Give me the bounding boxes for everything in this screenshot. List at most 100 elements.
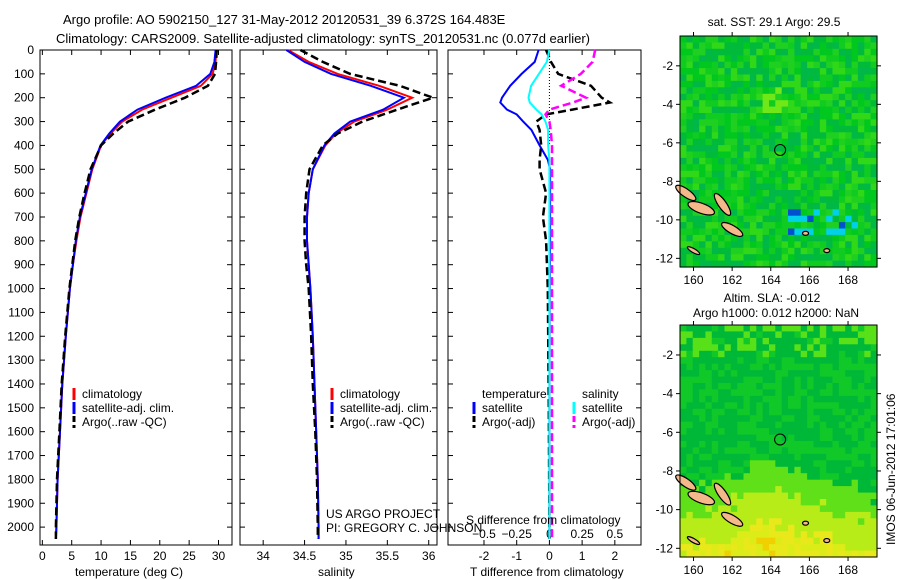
map-cell: [851, 164, 859, 172]
map-cell: [686, 87, 694, 95]
map-cell: [819, 524, 827, 532]
map-cell: [838, 544, 846, 552]
map-cell: [800, 383, 808, 390]
map-cell: [807, 357, 815, 365]
map-cell: [749, 402, 757, 410]
map-cell: [781, 36, 789, 43]
map-cell: [743, 183, 751, 191]
map-cell: [788, 260, 795, 268]
map-cell: [692, 331, 700, 339]
map-cell: [838, 505, 846, 513]
map-cell: [819, 234, 827, 242]
map-cell: [692, 511, 700, 519]
map-cell: [680, 447, 687, 455]
map-cell: [857, 260, 865, 268]
map-cell: [832, 234, 840, 242]
map-cell: [769, 473, 776, 481]
map-cell: [857, 228, 865, 236]
map-cell: [724, 138, 732, 146]
map-cell: [845, 113, 853, 120]
map-cell: [864, 183, 872, 191]
map-cell: [807, 331, 815, 339]
map-cell: [756, 119, 764, 127]
map-cell: [826, 531, 834, 539]
map-cell: [699, 441, 707, 448]
map-cell: [819, 460, 827, 468]
map-cell: [762, 132, 770, 140]
map-cell: [781, 370, 789, 378]
map-cell: [794, 113, 802, 120]
depth-tick-label: 0: [27, 43, 34, 57]
map-cell: [756, 106, 764, 114]
map-cell: [781, 325, 789, 332]
map-frame: [679, 35, 878, 268]
map-cell: [705, 486, 713, 494]
map-cell: [788, 209, 795, 217]
map-cell: [851, 145, 859, 153]
map-cell: [769, 492, 776, 500]
map-cell: [724, 215, 732, 223]
map-cell: [800, 376, 808, 384]
map-cell: [686, 499, 694, 506]
map-cell: [851, 441, 859, 448]
project-credit: US ARGO PROJECT: [326, 507, 441, 521]
map-cell: [692, 106, 700, 114]
map-cell: [832, 177, 840, 185]
map-cell: [813, 209, 821, 217]
map-cell: [699, 177, 707, 185]
map-cell: [705, 87, 713, 95]
map-cell: [743, 55, 751, 63]
map-cell: [692, 215, 700, 223]
map-cell: [756, 241, 764, 249]
map-cell: [711, 215, 719, 223]
map-cell: [870, 177, 878, 185]
map-cell: [686, 234, 694, 242]
map-cell: [870, 260, 878, 268]
map-cell: [711, 164, 719, 172]
map-cell: [730, 473, 738, 481]
map-cell: [788, 544, 795, 552]
map-cell: [756, 447, 764, 455]
map-cell: [781, 441, 789, 448]
map-cell: [813, 87, 821, 95]
map-cell: [724, 177, 732, 185]
map-cell: [870, 164, 878, 172]
map-cell: [762, 460, 770, 468]
map-cell: [832, 383, 840, 390]
map-cell: [800, 492, 808, 500]
map-cell: [730, 93, 738, 101]
map-cell: [756, 215, 764, 223]
map-cell: [832, 132, 840, 140]
map-cell: [807, 202, 815, 210]
map-cell: [794, 87, 802, 95]
map-cell: [718, 119, 726, 127]
map-cell: [807, 408, 815, 416]
map-cell: [788, 215, 795, 223]
map-cell: [705, 196, 713, 204]
map-cell: [692, 100, 700, 108]
map-cell: [851, 125, 859, 133]
map-cell: [749, 389, 757, 397]
map-cell: [819, 447, 827, 455]
map-cell: [718, 473, 726, 481]
map-cell: [794, 357, 802, 365]
map-cell: [788, 222, 795, 230]
map-cell: [711, 48, 719, 56]
map-cell: [800, 48, 808, 56]
map-cell: [807, 164, 815, 172]
map-cell: [724, 68, 732, 76]
map-cell: [743, 344, 751, 352]
map-cell: [692, 389, 700, 397]
map-cell: [832, 254, 840, 262]
map-cell: [756, 473, 764, 481]
map-cell: [807, 453, 815, 461]
legend-label: Argo(..raw -QC): [340, 415, 425, 429]
map-cell: [775, 138, 783, 146]
map-cell: [781, 531, 789, 539]
s-tick-label: 0.25: [570, 527, 594, 541]
map-cell: [826, 473, 834, 481]
map-cell: [699, 524, 707, 532]
map-cell: [737, 170, 745, 178]
map-cell: [864, 389, 872, 397]
map-cell: [762, 145, 770, 153]
